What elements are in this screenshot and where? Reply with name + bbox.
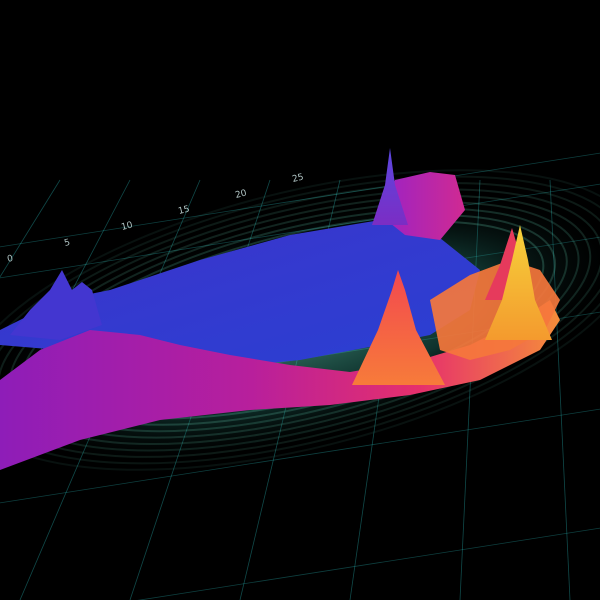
x-tick-label: 25 xyxy=(291,172,305,184)
x-tick-label: 20 xyxy=(234,188,248,201)
peak-back-spike xyxy=(372,148,408,225)
x-tick-label: 10 xyxy=(120,220,134,233)
grid-line xyxy=(0,152,600,248)
floor-ripple xyxy=(0,169,600,471)
grid-line xyxy=(0,408,600,504)
x-axis-ticks: 0 5 10 15 20 25 xyxy=(6,172,305,264)
grid-line xyxy=(0,179,61,278)
x-tick-label: 0 xyxy=(6,254,14,265)
x-tick-label: 15 xyxy=(177,204,191,216)
floor-ripple xyxy=(0,175,600,465)
x-tick-label: 5 xyxy=(63,238,71,249)
peak-right xyxy=(485,225,552,340)
floor-ripple xyxy=(0,188,600,452)
front-slab xyxy=(0,300,560,470)
peak-center xyxy=(352,270,445,385)
floor-ripple xyxy=(0,182,600,458)
grid-line xyxy=(137,527,600,600)
blue-basin xyxy=(0,220,480,368)
peak-left-ridge xyxy=(10,270,102,340)
surface xyxy=(0,148,560,470)
